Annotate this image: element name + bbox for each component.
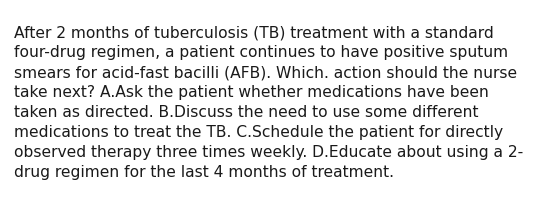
Text: After 2 months of tuberculosis (TB) treatment with a standard
four-drug regimen,: After 2 months of tuberculosis (TB) trea…: [14, 25, 523, 180]
